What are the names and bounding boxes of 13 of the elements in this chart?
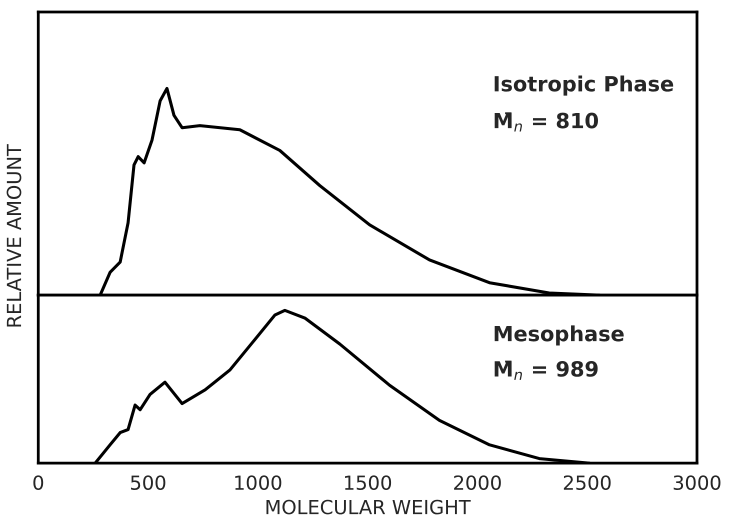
y-axis-title: RELATIVE AMOUNT xyxy=(6,144,22,327)
annotation: M̄$_{n}$ = 810 xyxy=(494,112,598,132)
x-tick-label: 2500 xyxy=(564,475,611,490)
annotation: Isotropic Phase xyxy=(494,76,674,96)
annotation: M̄$_{n}$ = 989 xyxy=(494,360,598,380)
x-tick-label: 1000 xyxy=(235,475,282,490)
x-tick-label: 500 xyxy=(131,475,166,490)
x-tick-label: 1500 xyxy=(345,475,392,490)
x-tick-label: 0 xyxy=(33,475,44,490)
x-tick-label: 2000 xyxy=(454,475,501,490)
annotation: Mesophase xyxy=(494,325,624,346)
x-axis-title: MOLECULAR WEIGHT xyxy=(266,500,471,514)
x-tick-label: 3000 xyxy=(674,475,720,490)
